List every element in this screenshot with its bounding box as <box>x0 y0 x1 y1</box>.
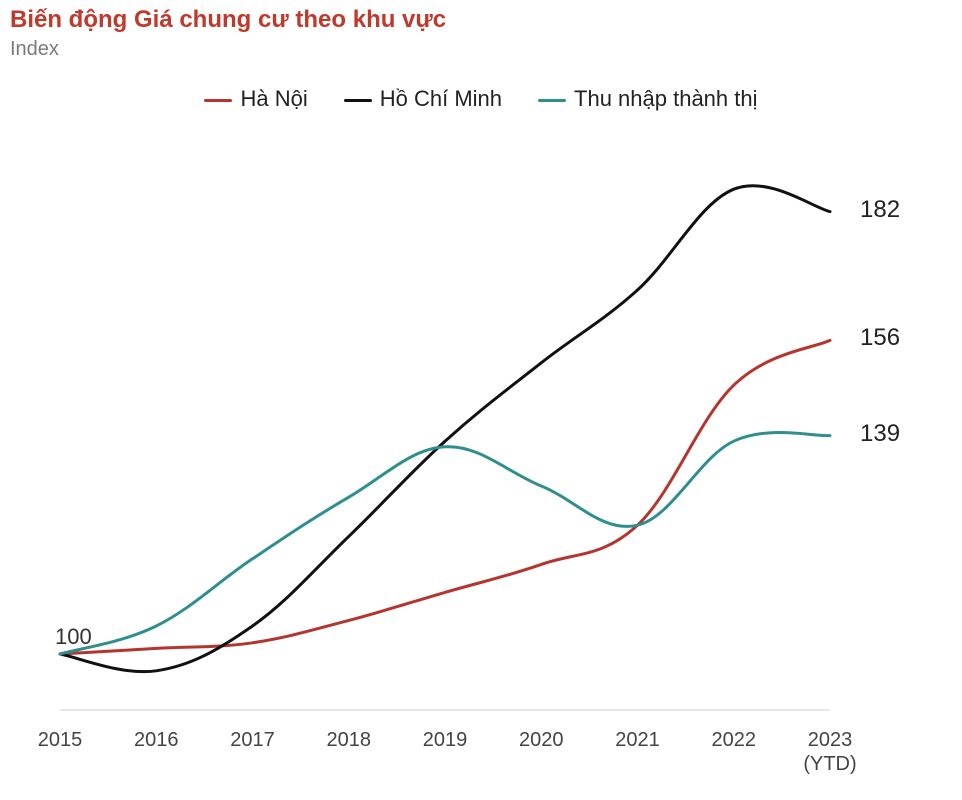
legend-item: Hà Nội <box>204 86 307 112</box>
x-axis-label: 2017 <box>230 728 275 752</box>
series-line <box>60 186 830 672</box>
series-line <box>60 433 830 654</box>
series-end-label: 139 <box>860 420 900 448</box>
x-axis-label: 2019 <box>423 728 468 752</box>
series-line <box>60 340 830 654</box>
x-axis-label: 2015 <box>38 728 83 752</box>
y-start-label: 100 <box>55 624 92 650</box>
legend: Hà Nội Hồ Chí Minh Thu nhập thành thị <box>0 86 962 112</box>
legend-swatch <box>344 99 372 102</box>
legend-swatch <box>538 99 566 102</box>
legend-label: Thu nhập thành thị <box>574 86 757 111</box>
legend-item: Thu nhập thành thị <box>538 86 757 112</box>
x-axis-label: 2020 <box>519 728 564 752</box>
legend-label: Hồ Chí Minh <box>380 86 502 111</box>
chart-title: Biến động Giá chung cư theo khu vực <box>10 6 446 34</box>
series-end-label: 156 <box>860 324 900 352</box>
chart-container: Biến động Giá chung cư theo khu vực Inde… <box>0 0 962 800</box>
x-axis-label: 2021 <box>615 728 660 752</box>
x-axis-label: 2023(YTD) <box>803 728 856 776</box>
series-end-label: 182 <box>860 196 900 224</box>
legend-item: Hồ Chí Minh <box>344 86 502 112</box>
legend-label: Hà Nội <box>240 86 307 111</box>
x-axis-label: 2018 <box>327 728 372 752</box>
chart-subtitle: Index <box>10 38 59 61</box>
legend-swatch <box>204 99 232 102</box>
x-axis-label: 2016 <box>134 728 179 752</box>
plot-area <box>60 150 830 710</box>
x-axis-label: 2022 <box>712 728 757 752</box>
chart-svg <box>60 150 830 710</box>
